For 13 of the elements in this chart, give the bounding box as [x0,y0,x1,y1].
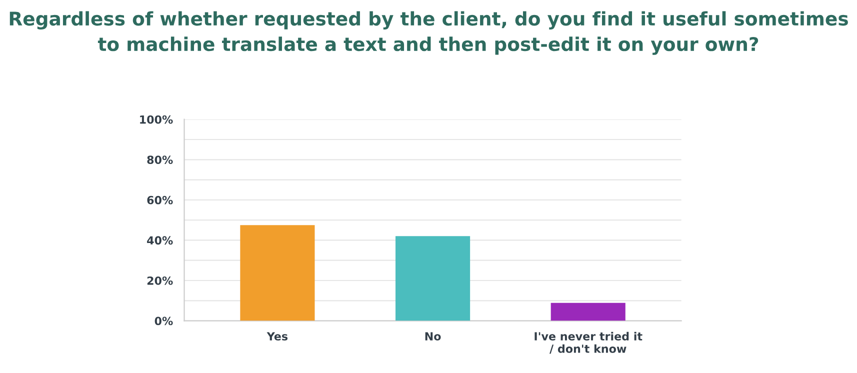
x-tick-label: Yes [266,332,288,340]
y-tick-label: 40% [147,236,173,245]
x-tick-label: No [425,332,441,340]
bar [240,225,315,321]
y-tick-label: 60% [147,196,173,204]
x-tick-label: I've never tried it / don't know [534,332,642,354]
bar [396,236,470,321]
y-tick-label: 100% [140,115,173,124]
chart-title: Regardless of whether requested by the client, do you find it useful sometimes to machine translate a text and then post-edit it on your own? [10,11,848,55]
y-tick-label: 20% [147,276,173,285]
y-tick-label: 80% [147,156,173,164]
bar [550,302,626,321]
y-tick-label: 0% [154,316,173,326]
